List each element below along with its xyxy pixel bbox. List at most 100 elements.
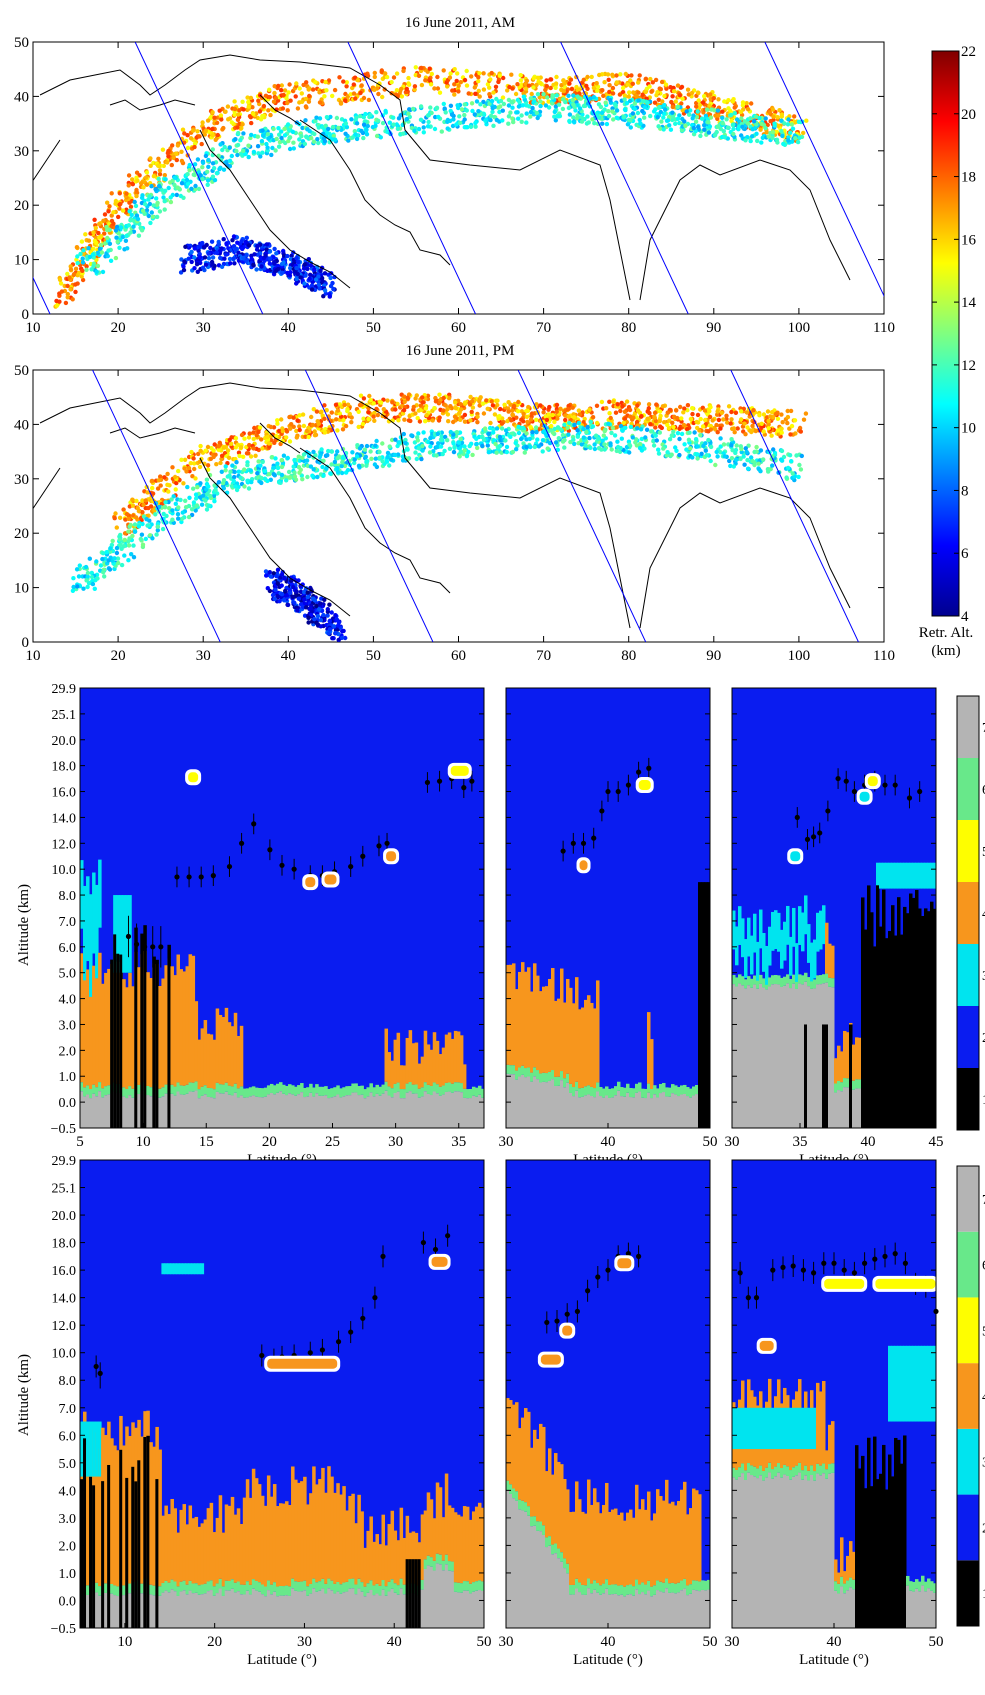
scatter-point <box>87 556 93 561</box>
scatter-point <box>773 411 778 417</box>
scatter-point <box>341 417 346 423</box>
scatter-point <box>132 529 138 534</box>
scatter-point <box>198 481 203 486</box>
scatter-point <box>221 486 226 491</box>
scatter-point <box>328 471 333 476</box>
scatter-point <box>266 136 271 141</box>
scatter-point <box>233 445 239 450</box>
scatter-point <box>427 450 433 455</box>
scatter-point <box>373 443 378 448</box>
scatter-point <box>571 115 576 120</box>
scatter-point <box>146 523 151 528</box>
scatter-point <box>587 435 592 441</box>
scatter-point <box>255 144 261 149</box>
scatter-point <box>452 67 457 72</box>
scatter-point <box>193 183 198 189</box>
scatter-point <box>688 108 693 113</box>
scatter-point <box>425 393 431 398</box>
scatter-point <box>583 443 588 448</box>
scatter-point <box>763 125 768 131</box>
scatter-point <box>485 443 490 448</box>
scatter-point <box>630 111 636 116</box>
scatter-point <box>618 72 623 77</box>
scatter-point <box>620 428 625 433</box>
scatter-point <box>560 439 566 444</box>
scatter-point <box>200 165 205 170</box>
scatter-point <box>372 74 377 80</box>
scatter-point <box>138 536 143 542</box>
scatter-point <box>579 119 585 124</box>
scatter-point <box>376 91 381 97</box>
scatter-point <box>641 98 646 104</box>
scatter-point <box>766 134 771 139</box>
scatter-point <box>627 90 632 95</box>
scatter-point <box>364 443 370 449</box>
scatter-point <box>229 153 234 159</box>
scatter-point <box>696 90 701 96</box>
scatter-point <box>153 512 158 517</box>
scatter-point <box>501 101 507 107</box>
scatter-point <box>316 274 321 279</box>
scatter-point <box>519 436 524 442</box>
scatter-point <box>694 114 700 120</box>
scatter-point <box>650 80 655 85</box>
scatter-point <box>661 446 666 451</box>
scatter-point <box>140 193 145 198</box>
scatter-point <box>528 109 534 115</box>
scatter-point <box>156 156 161 161</box>
scatter-point <box>185 145 191 151</box>
scatter-point <box>770 107 776 112</box>
scatter-point <box>261 103 267 109</box>
scatter-point <box>485 406 490 411</box>
scatter-point <box>166 148 171 154</box>
scatter-point <box>273 456 278 461</box>
scatter-point <box>636 80 641 85</box>
scatter-point <box>550 412 555 418</box>
scatter-point <box>494 426 500 431</box>
scatter-point <box>602 107 607 112</box>
scatter-point <box>445 412 451 417</box>
scatter-point <box>120 234 126 240</box>
scatter-point <box>712 425 717 431</box>
scatter-point <box>263 93 269 99</box>
scatter-point <box>259 264 264 269</box>
scatter-point <box>322 139 328 144</box>
scatter-point <box>284 435 289 440</box>
scatter-point <box>528 96 533 101</box>
scatter-point <box>160 526 166 532</box>
scatter-point <box>462 400 468 405</box>
scatter-point <box>754 131 759 136</box>
scatter-point <box>332 87 338 93</box>
scatter-point <box>213 137 218 142</box>
scatter-point <box>228 261 233 266</box>
scatter-point <box>571 93 576 98</box>
scatter-point <box>546 412 551 417</box>
scatter-point <box>550 101 555 106</box>
scatter-point <box>645 416 650 421</box>
scatter-point <box>372 87 377 93</box>
scatter-point <box>657 418 662 424</box>
scatter-point <box>119 562 125 568</box>
scatter-point <box>214 171 220 176</box>
scatter-point <box>575 113 580 118</box>
scatter-point <box>68 267 74 272</box>
scatter-point <box>70 588 76 593</box>
scatter-point <box>217 108 222 113</box>
scatter-point <box>600 438 605 443</box>
scatter-point <box>452 82 457 87</box>
scatter-point <box>91 230 96 235</box>
scatter-point <box>652 414 657 419</box>
scatter-point <box>303 118 308 123</box>
scatter-point <box>446 396 452 401</box>
scatter-point <box>558 406 563 411</box>
scatter-point <box>651 443 657 448</box>
scatter-point <box>789 122 794 127</box>
x-tick-label: 50 <box>366 320 381 336</box>
scatter-point <box>416 446 422 451</box>
scatter-point <box>161 163 166 169</box>
scatter-point <box>645 100 650 105</box>
map-panel-pm: 16 June 2011, PM 10 20 30 40 50 60 70 80 90 100 11… <box>14 343 895 664</box>
scatter-point <box>162 173 167 178</box>
scatter-point <box>590 117 595 122</box>
scatter-point <box>597 72 602 78</box>
